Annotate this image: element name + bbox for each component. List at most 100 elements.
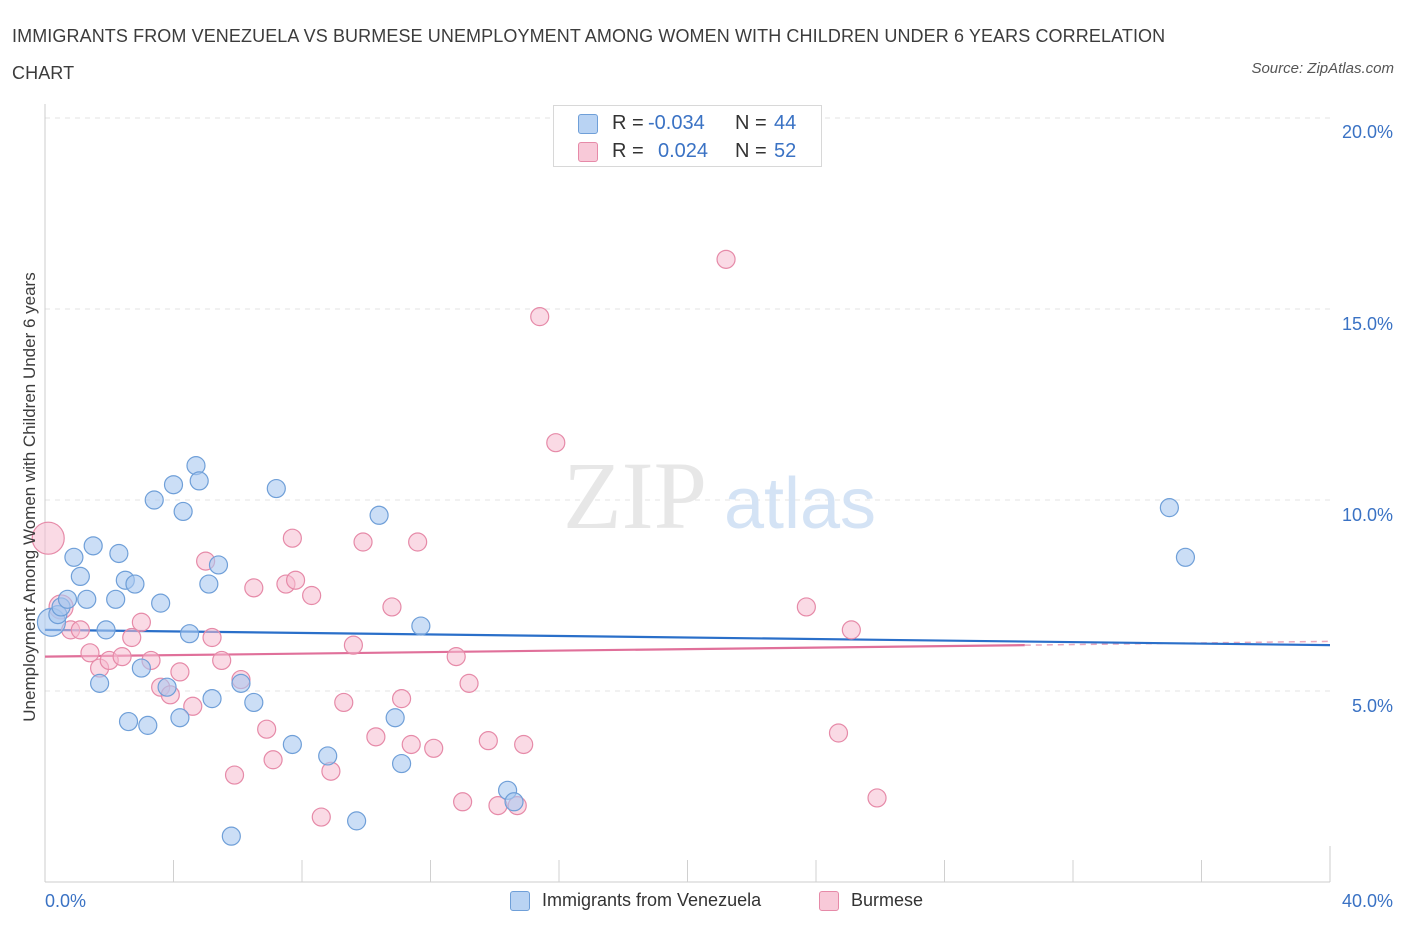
- point-burmese: [80, 643, 100, 663]
- n-label: N =: [735, 140, 767, 162]
- point-burmese: [366, 727, 386, 747]
- point-venezuela: [106, 589, 126, 609]
- point-venezuela: [90, 673, 110, 693]
- point-burmese: [311, 807, 331, 827]
- point-burmese: [401, 734, 421, 755]
- point-burmese: [212, 650, 232, 671]
- x-tick-label-min: 0.0%: [45, 891, 87, 911]
- trend-lines: [44, 628, 1331, 658]
- point-venezuela: [70, 566, 90, 587]
- point-venezuela: [411, 616, 431, 636]
- point-venezuela: [208, 555, 229, 575]
- point-venezuela: [83, 536, 103, 556]
- point-venezuela: [504, 792, 524, 812]
- x-tick-label-max: 40.0%: [1341, 891, 1393, 911]
- n-value: 52: [774, 140, 797, 162]
- y-tick-label: 5.0%: [1351, 696, 1393, 716]
- pink-swatch: [819, 891, 839, 911]
- point-burmese: [122, 627, 142, 648]
- point-venezuela: [96, 620, 116, 640]
- point-burmese: [285, 570, 306, 590]
- y-tick-label: 15.0%: [1341, 314, 1393, 334]
- axes: [44, 104, 1331, 883]
- r-value: -0.034: [648, 112, 705, 134]
- correlation-legend: R = -0.034 N = 44 R = 0.024 N = 52: [553, 105, 822, 167]
- y-tick-label: 20.0%: [1341, 122, 1393, 142]
- point-venezuela: [221, 826, 241, 846]
- point-burmese: [112, 647, 132, 667]
- point-venezuela: [125, 574, 145, 594]
- point-venezuela: [189, 471, 209, 491]
- point-venezuela: [244, 692, 264, 713]
- point-venezuela: [118, 711, 139, 732]
- point-burmese: [716, 249, 736, 269]
- point-venezuela: [163, 475, 184, 495]
- n-value: 44: [774, 112, 797, 134]
- point-venezuela: [385, 708, 405, 728]
- point-venezuela: [131, 658, 151, 678]
- n-label: N =: [735, 112, 767, 134]
- r-label: R =: [612, 112, 644, 134]
- y-axis-label: Unemployment Among Women with Children U…: [20, 272, 39, 722]
- grid-lines: [45, 117, 1330, 692]
- point-burmese: [514, 734, 534, 755]
- legend-label: Immigrants from Venezuela: [542, 890, 762, 910]
- point-venezuela: [199, 574, 219, 594]
- point-venezuela: [151, 593, 171, 613]
- point-venezuela: [138, 715, 158, 735]
- point-venezuela: [347, 811, 367, 831]
- point-burmese: [382, 597, 402, 617]
- point-venezuela: [157, 677, 177, 697]
- source-label: Source: ZipAtlas.com: [1251, 60, 1394, 77]
- point-burmese: [478, 731, 498, 751]
- point-burmese: [282, 528, 302, 548]
- blue-swatch: [510, 891, 530, 911]
- point-venezuela: [109, 543, 129, 564]
- point-burmese: [257, 719, 277, 739]
- point-burmese: [202, 627, 222, 648]
- point-burmese: [131, 612, 151, 632]
- point-burmese: [353, 532, 373, 552]
- point-burmese: [391, 689, 412, 709]
- point-venezuela: [179, 624, 200, 644]
- r-value: 0.024: [658, 140, 709, 162]
- chart-title: IMMIGRANTS FROM VENEZUELA VS BURMESE UNE…: [12, 26, 1166, 83]
- point-burmese: [796, 597, 816, 617]
- point-venezuela: [266, 478, 286, 499]
- watermark-atlas: atlas: [724, 464, 876, 544]
- point-venezuela: [170, 708, 190, 728]
- point-burmese: [334, 692, 354, 713]
- point-burmese: [841, 620, 861, 640]
- point-venezuela: [318, 746, 338, 766]
- point-venezuela: [231, 673, 251, 693]
- point-burmese: [263, 750, 283, 770]
- point-burmese: [408, 532, 428, 552]
- point-venezuela: [391, 753, 412, 774]
- trend-line-venezuela: [44, 628, 1331, 647]
- point-burmese: [70, 620, 90, 640]
- trend-line-burmese: [44, 644, 1025, 658]
- point-burmese: [459, 673, 479, 693]
- point-venezuela: [144, 490, 164, 510]
- point-venezuela: [369, 505, 389, 525]
- trend-line-burmese-extension: [1024, 640, 1331, 646]
- point-burmese: [170, 662, 190, 682]
- point-burmese: [244, 578, 264, 598]
- point-venezuela: [64, 547, 84, 567]
- point-burmese: [828, 723, 849, 743]
- point-venezuela: [57, 589, 78, 609]
- point-burmese: [183, 696, 203, 716]
- point-burmese: [31, 521, 65, 555]
- legend-label: Burmese: [851, 890, 924, 910]
- point-venezuela: [173, 501, 193, 522]
- point-venezuela: [1159, 498, 1179, 518]
- point-burmese: [546, 433, 566, 453]
- point-burmese: [302, 585, 322, 606]
- point-burmese: [867, 788, 887, 808]
- point-burmese: [530, 307, 550, 327]
- point-burmese: [224, 765, 245, 785]
- point-venezuela: [202, 689, 222, 709]
- point-burmese: [343, 635, 363, 655]
- watermark-zip: ZIP: [563, 442, 707, 549]
